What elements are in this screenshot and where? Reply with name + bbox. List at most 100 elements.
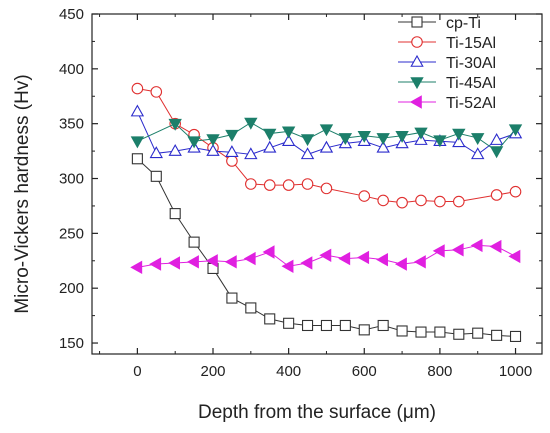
data-point <box>508 249 521 264</box>
y-tick-label: 200 <box>59 280 84 297</box>
data-point <box>394 257 407 271</box>
legend: cp-Ti Ti-15Al Ti-30Al Ti-45Al Ti-52Al <box>398 15 496 112</box>
data-point <box>489 146 504 159</box>
data-point <box>283 317 295 329</box>
data-point <box>509 185 522 198</box>
series-ti-45al <box>130 117 523 159</box>
data-point <box>263 128 277 141</box>
data-point <box>357 130 371 143</box>
data-point <box>433 135 447 148</box>
data-point <box>376 252 388 267</box>
y-tick-label: 300 <box>59 171 84 188</box>
data-point <box>319 124 334 137</box>
data-point <box>225 129 239 142</box>
data-point <box>434 326 446 338</box>
data-point <box>470 238 483 253</box>
data-point <box>131 82 144 95</box>
data-point <box>434 195 446 208</box>
data-point <box>263 179 276 191</box>
data-point <box>471 147 485 160</box>
data-point <box>452 128 466 141</box>
data-point <box>169 208 181 220</box>
data-point <box>130 260 143 275</box>
x-tick-label: 400 <box>276 363 301 380</box>
legend-marker <box>410 77 424 90</box>
data-point <box>245 302 257 314</box>
data-point <box>168 118 182 131</box>
data-point <box>357 250 370 265</box>
legend-label: Ti-15Al <box>446 35 496 52</box>
y-axis-label: Micro-Vickers hardness (Hv) <box>12 74 33 313</box>
data-point <box>396 325 408 337</box>
legend-label: Ti-45Al <box>446 75 496 92</box>
x-tick-label: 200 <box>200 363 225 380</box>
legend-label: cp-Ti <box>446 15 481 32</box>
y-tick-label: 400 <box>59 61 84 78</box>
x-tick-label: 600 <box>352 363 377 380</box>
data-point <box>338 251 351 266</box>
legend-entry: Ti-45Al <box>398 75 496 92</box>
data-point <box>226 292 238 304</box>
data-point <box>358 190 371 202</box>
series-ti-52al <box>130 238 521 275</box>
data-point <box>262 245 275 259</box>
y-tick-label: 150 <box>59 335 84 352</box>
y-tick-label: 350 <box>59 116 84 133</box>
data-point <box>339 319 351 332</box>
data-point <box>130 104 145 117</box>
data-point <box>168 143 182 156</box>
data-point <box>281 134 296 147</box>
data-point <box>205 254 218 268</box>
series-cp-ti <box>131 153 522 343</box>
legend-label: Ti-52Al <box>446 95 496 112</box>
data-point <box>188 236 200 248</box>
data-point <box>452 135 466 148</box>
legend-label: Ti-30Al <box>446 55 496 72</box>
data-point <box>414 127 428 140</box>
y-tick-label: 250 <box>59 225 84 242</box>
data-point <box>376 140 390 153</box>
y-tick-label: 450 <box>59 6 84 23</box>
data-point <box>226 155 238 167</box>
data-point <box>489 133 504 145</box>
data-point <box>489 239 502 254</box>
legend-entry: Ti-30Al <box>398 54 496 72</box>
data-point <box>300 256 313 270</box>
data-point <box>491 329 503 341</box>
data-point <box>244 147 258 160</box>
x-tick-label: 1000 <box>499 363 532 380</box>
data-point <box>150 86 163 98</box>
legend-marker <box>411 16 423 28</box>
data-point <box>377 194 389 207</box>
x-tick-label: 0 <box>133 363 141 380</box>
legend-entry: cp-Ti <box>398 15 481 32</box>
data-point <box>508 124 523 137</box>
data-point <box>377 319 389 332</box>
data-point <box>395 130 409 143</box>
data-point <box>453 195 465 208</box>
data-point <box>130 136 145 149</box>
data-point <box>225 145 239 157</box>
data-point <box>243 251 256 266</box>
plot-area <box>130 82 523 343</box>
data-point <box>244 117 258 130</box>
data-point <box>301 178 314 190</box>
legend-marker <box>410 54 424 67</box>
data-point <box>338 133 353 146</box>
axes: 0 200 400 600 800 1000 150 200 250 300 350 400 450 <box>59 6 543 380</box>
data-point <box>490 189 503 201</box>
data-point <box>453 328 465 340</box>
data-point <box>149 257 162 271</box>
data-point <box>301 319 314 332</box>
data-point <box>320 319 333 332</box>
data-point <box>376 133 390 146</box>
data-point <box>320 182 333 195</box>
data-point <box>149 146 163 159</box>
data-point <box>224 255 237 269</box>
data-point <box>358 324 370 336</box>
data-point <box>300 134 315 147</box>
data-point <box>282 179 295 191</box>
data-point <box>509 330 522 343</box>
data-point <box>413 255 426 269</box>
